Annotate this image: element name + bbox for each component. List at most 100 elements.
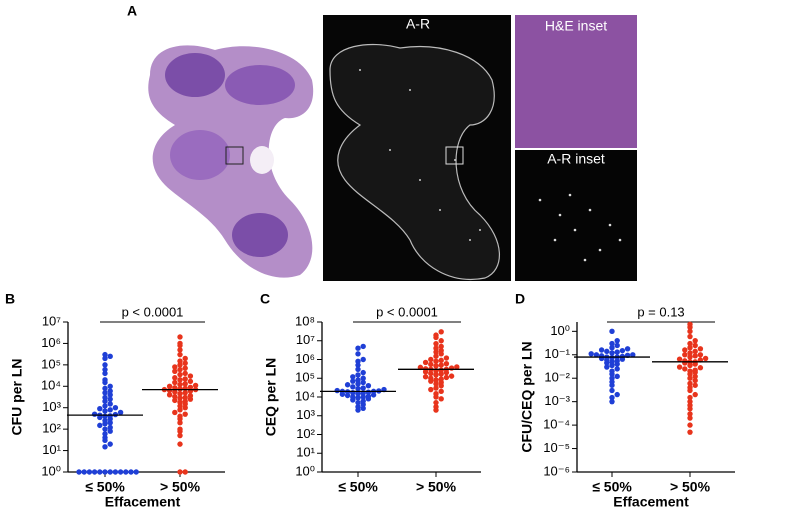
data-point xyxy=(687,321,693,327)
tissue-void xyxy=(250,146,274,174)
y-tick-label: 10⁶ xyxy=(295,351,315,366)
x-tick-label: > 50% xyxy=(416,479,457,495)
data-point xyxy=(182,381,188,387)
data-point xyxy=(102,366,108,373)
data-point xyxy=(692,373,698,380)
data-point xyxy=(107,428,113,434)
data-point xyxy=(107,424,113,431)
data-point xyxy=(166,392,173,398)
data-point xyxy=(182,469,188,475)
chart: D 10⁻⁶ 10⁻⁵ 10⁻⁴ 10⁻³ 10⁻² 10⁻¹ 10⁰ CFU/CEQ per … xyxy=(515,291,735,510)
data-point xyxy=(107,392,113,398)
data-point xyxy=(697,352,704,358)
data-point xyxy=(687,384,693,391)
data-point xyxy=(682,366,688,372)
image-bg xyxy=(515,150,637,281)
he-inset: H&E inset xyxy=(515,15,637,148)
data-point xyxy=(182,360,188,366)
data-point xyxy=(438,362,444,368)
data-point xyxy=(102,351,108,358)
data-point xyxy=(604,364,610,370)
data-point xyxy=(609,398,615,405)
data-point xyxy=(433,332,439,338)
y-tick-label: 10³ xyxy=(296,407,315,422)
data-point xyxy=(676,356,683,362)
data-point xyxy=(91,469,98,475)
y-tick-label: 10⁸ xyxy=(295,313,315,328)
speck xyxy=(553,238,557,242)
data-point xyxy=(166,387,173,393)
tissue-outline xyxy=(329,43,500,280)
data-point xyxy=(433,399,439,406)
data-point xyxy=(117,409,124,416)
data-point xyxy=(360,398,366,404)
speck xyxy=(469,239,471,241)
speck xyxy=(608,223,612,227)
data-point xyxy=(192,382,199,389)
data-point xyxy=(107,469,113,475)
image-tint xyxy=(515,15,637,148)
data-point xyxy=(433,363,439,369)
p-value: p = 0.13 xyxy=(637,304,684,319)
data-point xyxy=(86,469,93,475)
data-point xyxy=(609,350,615,356)
speck xyxy=(588,208,592,212)
data-point xyxy=(102,398,108,404)
data-point xyxy=(102,434,108,441)
data-point xyxy=(355,366,361,373)
data-point xyxy=(177,362,183,368)
data-point xyxy=(588,351,594,357)
data-point xyxy=(614,358,620,364)
speck xyxy=(538,198,542,202)
data-point xyxy=(177,381,183,388)
y-tick-label: 10² xyxy=(296,426,315,441)
x-axis-label: Effacement xyxy=(613,494,689,510)
data-point xyxy=(107,407,113,413)
data-point xyxy=(428,386,434,393)
speck xyxy=(359,69,361,71)
data-point xyxy=(177,377,183,383)
data-point xyxy=(355,390,361,397)
data-point xyxy=(177,413,183,419)
x-axis-label: Effacement xyxy=(105,494,181,510)
data-point xyxy=(177,334,183,340)
data-point xyxy=(355,377,361,383)
data-point xyxy=(687,340,693,347)
data-point xyxy=(102,469,108,475)
y-tick-label: 10⁴ xyxy=(41,378,61,393)
data-point xyxy=(433,390,439,397)
data-point xyxy=(334,387,340,394)
y-axis-label: CEQ per LN xyxy=(263,358,279,437)
speck xyxy=(598,248,602,252)
data-point xyxy=(172,364,178,370)
data-point xyxy=(107,401,113,407)
data-point xyxy=(112,405,119,411)
data-point xyxy=(182,376,188,382)
y-tick-label: 10⁰ xyxy=(295,463,315,478)
data-point xyxy=(182,370,188,377)
inset-box xyxy=(445,146,464,165)
data-point xyxy=(355,399,361,406)
data-point xyxy=(344,392,351,399)
data-point xyxy=(107,383,113,389)
data-point xyxy=(443,374,450,381)
x-tick-label: ≤ 50% xyxy=(592,479,632,495)
y-axis-label: CFU per LN xyxy=(9,359,25,436)
data-point xyxy=(609,394,615,401)
data-point xyxy=(182,394,188,401)
data-point xyxy=(438,357,444,364)
y-tick-label: 10² xyxy=(42,421,61,436)
data-point xyxy=(448,373,455,379)
data-point xyxy=(598,347,605,353)
data-point xyxy=(177,358,183,364)
data-point xyxy=(177,351,183,358)
data-point xyxy=(609,368,615,374)
data-point xyxy=(172,389,178,395)
data-point xyxy=(624,346,631,352)
data-point xyxy=(438,388,444,395)
data-point xyxy=(360,343,366,350)
data-point xyxy=(102,413,108,419)
data-point xyxy=(614,373,620,380)
data-point xyxy=(355,358,361,365)
data-point xyxy=(182,405,188,411)
